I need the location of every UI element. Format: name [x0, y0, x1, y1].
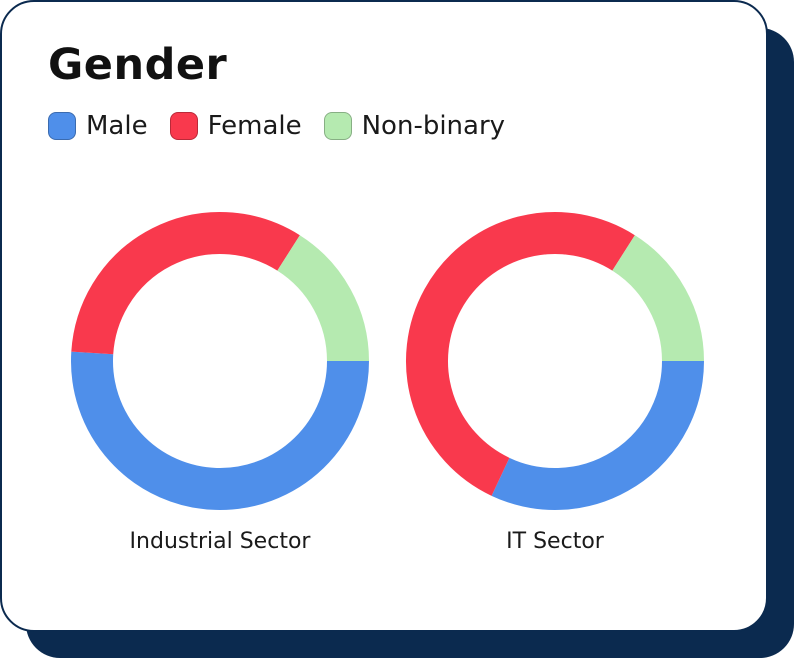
- gender-card: Gender Male Female Non-binary: [0, 0, 768, 632]
- legend-label-non-binary: Non-binary: [361, 111, 506, 141]
- legend: Male Female Non-binary: [48, 112, 505, 140]
- legend-label-male: Male: [86, 111, 148, 141]
- donut-slice-industrial-sector-non-binary: [276, 235, 369, 362]
- card-title: Gender: [48, 40, 228, 90]
- legend-item-non-binary: Non-binary: [323, 111, 506, 141]
- donut-slice-it-sector-female: [406, 212, 635, 496]
- donut-slice-industrial-sector-female: [71, 212, 300, 355]
- donut-slice-industrial-sector-male: [71, 351, 369, 510]
- donut-slice-it-sector-male: [491, 360, 704, 510]
- chart-title-it-sector: IT Sector: [506, 529, 605, 554]
- legend-swatch-male: [48, 112, 76, 140]
- legend-item-male: Male: [48, 112, 148, 140]
- legend-item-female: Female: [169, 111, 302, 141]
- chart-title-industrial-sector: Industrial Sector: [130, 529, 312, 554]
- donut-slice-it-sector-non-binary: [611, 235, 704, 362]
- legend-swatch-female: [169, 112, 198, 140]
- legend-label-female: Female: [207, 111, 302, 141]
- legend-swatch-non-binary: [323, 112, 352, 140]
